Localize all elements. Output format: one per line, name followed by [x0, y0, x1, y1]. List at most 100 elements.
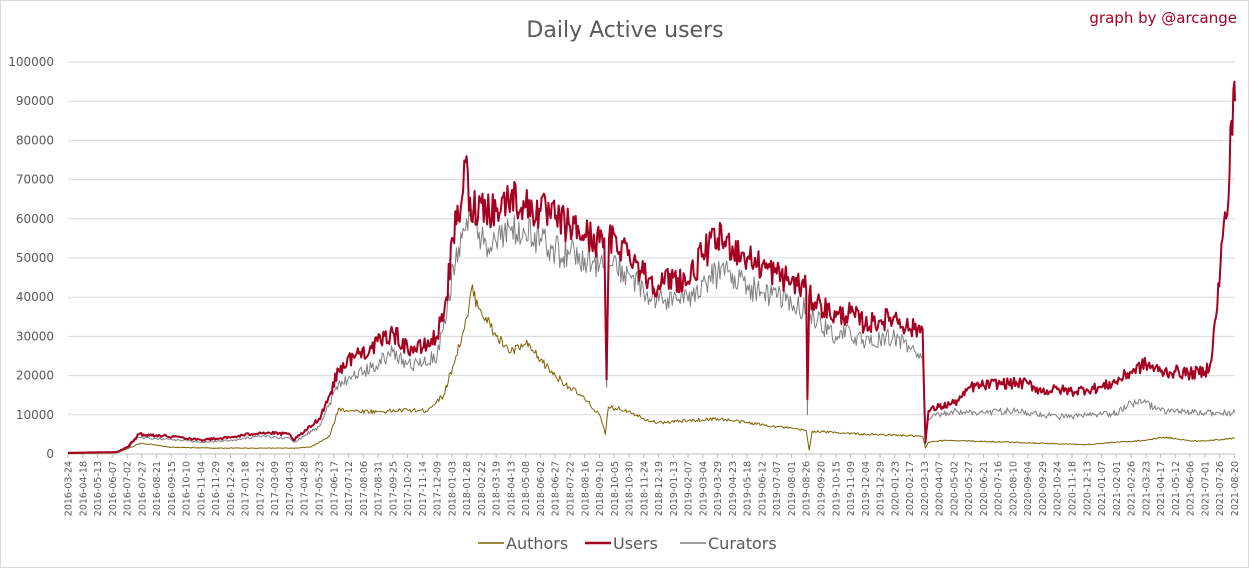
x-tick-label: 2018-01-03: [447, 461, 458, 516]
x-tick-label: 2016-11-04: [196, 461, 207, 516]
x-tick-label: 2019-02-07: [684, 461, 695, 516]
x-tick-label: 2018-01-28: [462, 461, 473, 516]
x-tick-label: 2016-06-07: [108, 461, 119, 516]
x-tick-label: 2020-01-23: [890, 461, 901, 516]
x-tick-label: 2016-03-24: [64, 461, 75, 516]
series-lines: [68, 80, 1236, 455]
x-tick-label: 2016-11-29: [211, 461, 222, 516]
x-tick-label: 2020-05-27: [964, 461, 975, 516]
x-tick-label: 2021-08-20: [1230, 461, 1241, 516]
legend-label-users: Users: [613, 534, 658, 553]
x-tick-label: 2018-07-22: [565, 461, 576, 516]
x-tick-label: 2019-01-13: [669, 461, 680, 516]
legend-label-curators: Curators: [708, 534, 777, 553]
x-tick-label: 2019-12-29: [876, 461, 887, 516]
y-tick-label: 10000: [16, 408, 54, 422]
grid-lines: [68, 61, 1235, 455]
x-tick-label: 2021-06-06: [1186, 461, 1197, 516]
x-tick-label: 2019-05-18: [743, 461, 754, 516]
series-line-authors: [68, 284, 1236, 455]
x-tick-label: 2017-08-31: [374, 461, 385, 516]
y-tick-label: 60000: [16, 212, 54, 226]
x-tick-label: 2018-04-13: [506, 461, 517, 516]
x-tick-label: 2017-11-14: [418, 461, 429, 516]
x-tick-label: 2017-03-09: [270, 461, 281, 516]
x-tick-label: 2017-08-06: [359, 461, 370, 516]
x-tick-label: 2017-04-28: [300, 461, 311, 516]
x-tick-label: 2021-04-17: [1156, 461, 1167, 516]
x-tick-label: 2020-11-18: [1067, 461, 1078, 516]
y-tick-label: 40000: [16, 290, 54, 304]
x-tick-label: 2017-09-25: [388, 461, 399, 516]
x-tick-label: 2018-12-19: [654, 461, 665, 516]
x-tick-label: 2020-09-04: [1023, 461, 1034, 516]
y-tick-label: 20000: [16, 369, 54, 383]
x-tick-label: 2018-09-10: [595, 461, 606, 516]
x-tick-label: 2016-07-02: [123, 461, 134, 516]
x-tick-label: 2017-06-17: [329, 461, 340, 516]
x-tick-label: 2021-07-01: [1200, 461, 1211, 516]
legend-label-authors: Authors: [506, 534, 568, 553]
x-tick-label: 2018-06-02: [536, 461, 547, 516]
x-tick-label: 2018-11-24: [639, 461, 650, 516]
x-tick-label: 2021-02-26: [1127, 461, 1138, 516]
y-tick-label: 70000: [16, 173, 54, 187]
x-tick-label: 2019-03-29: [713, 461, 724, 516]
x-tick-label: 2018-02-22: [477, 461, 488, 516]
x-tick-label: 2019-11-09: [846, 461, 857, 516]
x-tick-label: 2017-04-03: [285, 461, 296, 516]
x-tick-label: 2018-03-19: [492, 461, 503, 516]
x-tick-label: 2020-10-24: [1053, 461, 1064, 516]
x-tick-label: 2020-06-21: [979, 461, 990, 516]
y-tick-label: 50000: [16, 251, 54, 265]
series-line-users: [68, 80, 1236, 454]
x-tick-label: 2016-04-18: [78, 461, 89, 516]
x-tick-label: 2017-07-12: [344, 461, 355, 516]
x-tick-label: 2019-07-07: [772, 461, 783, 516]
y-tick-label: 0: [46, 447, 54, 461]
x-tick-label: 2021-02-01: [1112, 461, 1123, 516]
series-line-curators: [68, 209, 1236, 454]
x-tick-label: 2019-04-23: [728, 461, 739, 516]
chart-title: Daily Active users: [526, 18, 723, 43]
y-tick-label: 30000: [16, 329, 54, 343]
x-tick-label: 2018-08-16: [580, 461, 591, 516]
x-tick-label: 2021-05-12: [1171, 461, 1182, 516]
x-tick-label: 2016-08-21: [152, 461, 163, 516]
x-tick-label: 2021-07-26: [1215, 461, 1226, 516]
x-tick-label: 2017-02-12: [255, 461, 266, 516]
x-axis: 2016-03-24 2016-04-18 2016-05-13 2016-06-07…: [64, 454, 1241, 516]
x-tick-label: 2021-01-07: [1097, 461, 1108, 516]
y-axis: 0 10000 20000 30000 40000 50000 60000 70000 8000…: [8, 55, 54, 461]
x-tick-label: 2020-02-17: [905, 461, 916, 516]
x-tick-label: 2020-07-16: [994, 461, 1005, 516]
x-tick-label: 2021-03-23: [1141, 461, 1152, 516]
x-tick-label: 2020-09-29: [1038, 461, 1049, 516]
x-tick-label: 2019-08-26: [802, 461, 813, 516]
x-tick-label: 2020-08-10: [1008, 461, 1019, 516]
y-tick-label: 100000: [8, 55, 54, 69]
x-tick-label: 2019-12-04: [861, 461, 872, 516]
x-tick-label: 2018-05-08: [521, 461, 532, 516]
x-tick-label: 2020-04-07: [935, 461, 946, 516]
x-tick-label: 2020-03-13: [920, 461, 931, 516]
x-tick-label: 2016-05-13: [93, 461, 104, 516]
x-tick-label: 2016-10-10: [182, 461, 193, 516]
chart-credit: graph by @arcange: [1089, 9, 1237, 27]
x-tick-label: 2016-12-24: [226, 461, 237, 516]
y-tick-label: 80000: [16, 133, 54, 147]
x-tick-label: 2016-09-15: [167, 461, 178, 516]
x-tick-label: 2016-07-27: [137, 461, 148, 516]
x-tick-label: 2017-01-18: [241, 461, 252, 516]
x-tick-label: 2019-03-04: [698, 461, 709, 516]
x-tick-label: 2017-05-23: [314, 461, 325, 516]
x-tick-label: 2018-06-27: [551, 461, 562, 516]
x-tick-label: 2020-12-13: [1082, 461, 1093, 516]
x-tick-label: 2019-09-20: [816, 461, 827, 516]
x-tick-label: 2019-08-01: [787, 461, 798, 516]
x-tick-label: 2017-10-20: [403, 461, 414, 516]
x-tick-label: 2019-10-15: [831, 461, 842, 516]
y-tick-label: 90000: [16, 94, 54, 108]
x-tick-label: 2020-05-02: [949, 461, 960, 516]
